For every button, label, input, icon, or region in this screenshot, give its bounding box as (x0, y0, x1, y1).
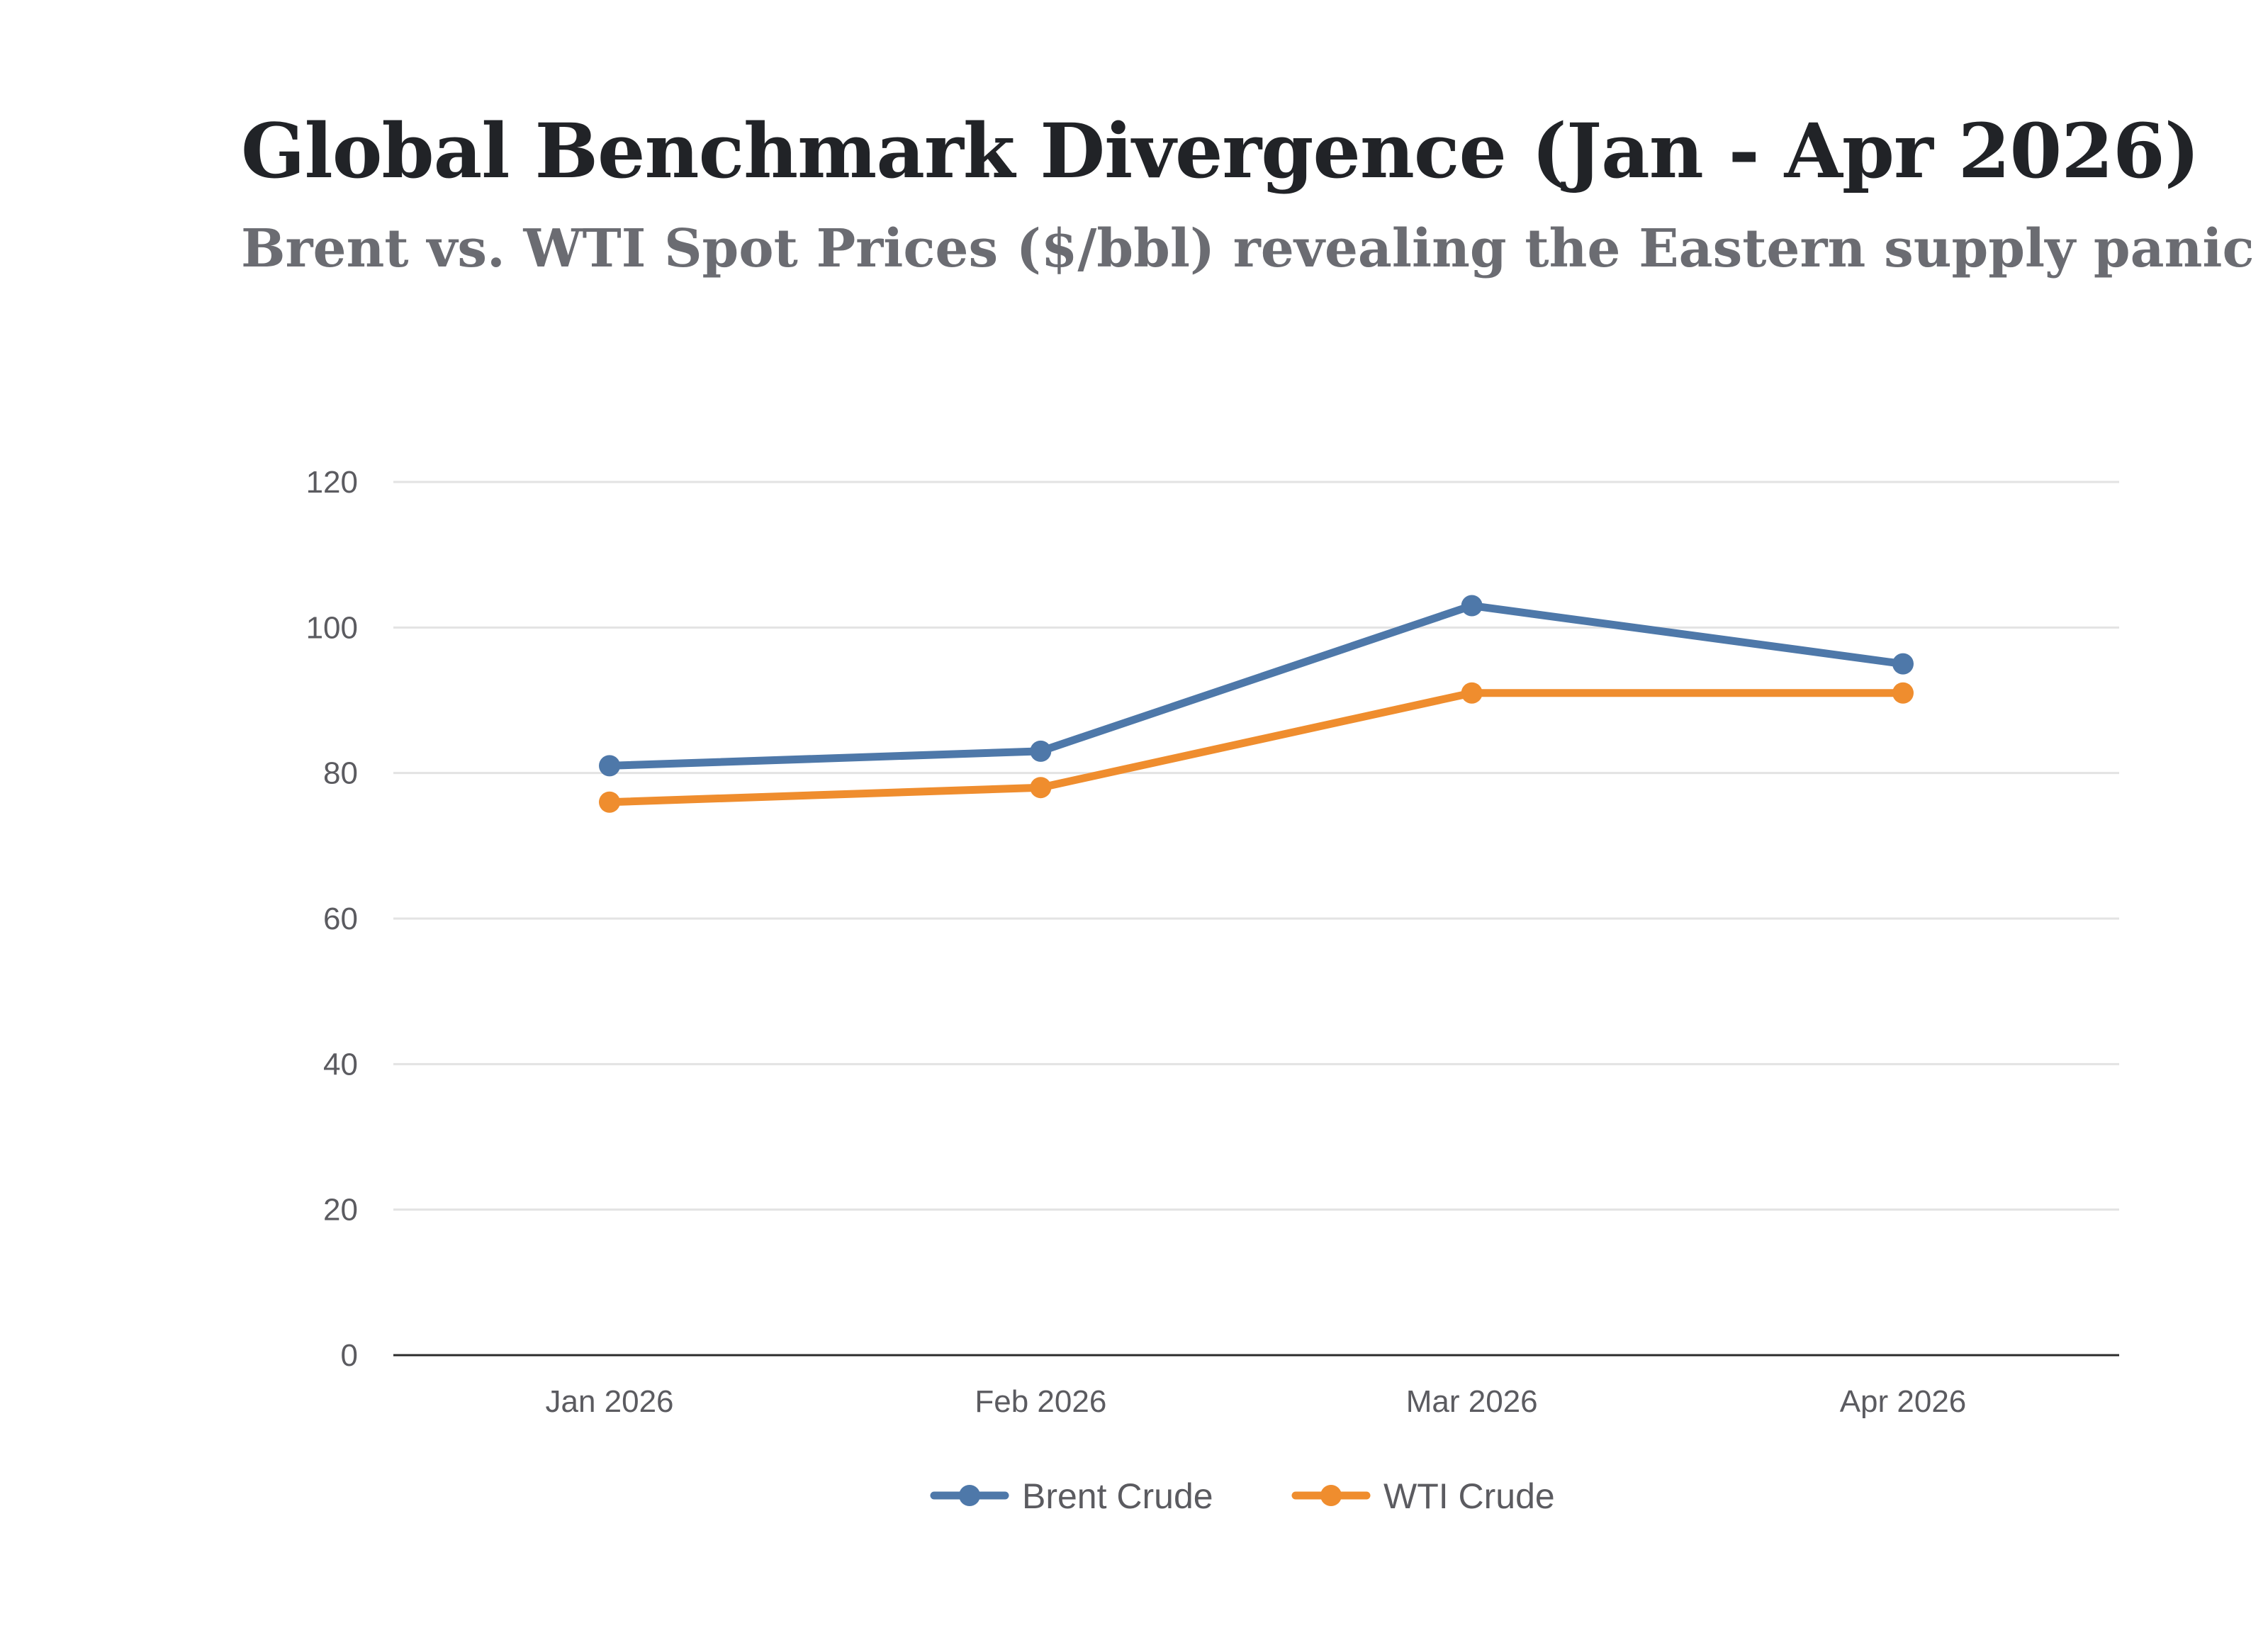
data-point-1-3[interactable] (1892, 682, 1914, 704)
y-tick-label-40: 40 (323, 1047, 358, 1082)
x-tick-label-0: Jan 2026 (545, 1384, 673, 1419)
legend-label: WTI Crude (1383, 1476, 1555, 1516)
y-tick-label-60: 60 (323, 902, 358, 936)
series-line-0 (605, 602, 1907, 770)
legend-swatch-dot (1320, 1485, 1342, 1506)
series-wti-crude (599, 682, 1914, 813)
y-tick-label-80: 80 (323, 756, 358, 791)
legend-item-1[interactable]: WTI Crude (1291, 1476, 1555, 1516)
chart-title: Global Benchmark Divergence (Jan - Apr 2… (241, 106, 2200, 195)
legend-label: Brent Crude (1022, 1476, 1213, 1516)
series-lines (599, 595, 1914, 813)
data-point-0-2[interactable] (1461, 595, 1483, 617)
y-tick-label-120: 120 (306, 465, 358, 500)
axes: 0 20 40 60 80 100 120 Jan 2026 Feb 2026 Mar 2026 A… (306, 465, 2119, 1419)
series-line-1 (605, 689, 1907, 807)
series-brent-crude (599, 595, 1914, 777)
x-tick-label-1: Feb 2026 (975, 1384, 1106, 1419)
y-tick-label-100: 100 (306, 610, 358, 645)
data-point-0-3[interactable] (1892, 653, 1914, 675)
x-tick-label-3: Apr 2026 (1840, 1384, 1967, 1419)
legend-item-0[interactable]: Brent Crude (930, 1476, 1213, 1516)
data-point-0-1[interactable] (1030, 740, 1052, 762)
data-point-0-0[interactable] (599, 755, 620, 777)
y-tick-label-20: 20 (323, 1193, 358, 1228)
data-point-1-0[interactable] (599, 791, 620, 813)
data-point-1-2[interactable] (1461, 682, 1483, 704)
legend-swatch-dot (959, 1485, 980, 1506)
chart-subtitle: Brent vs. WTI Spot Prices ($/bbl) reveal… (241, 218, 2255, 279)
legend: Brent Crude WTI Crude (930, 1476, 1555, 1516)
data-point-1-1[interactable] (1030, 777, 1052, 799)
y-tick-label-0: 0 (341, 1338, 358, 1373)
x-tick-label-2: Mar 2026 (1406, 1384, 1538, 1419)
gridlines (393, 481, 2119, 1211)
